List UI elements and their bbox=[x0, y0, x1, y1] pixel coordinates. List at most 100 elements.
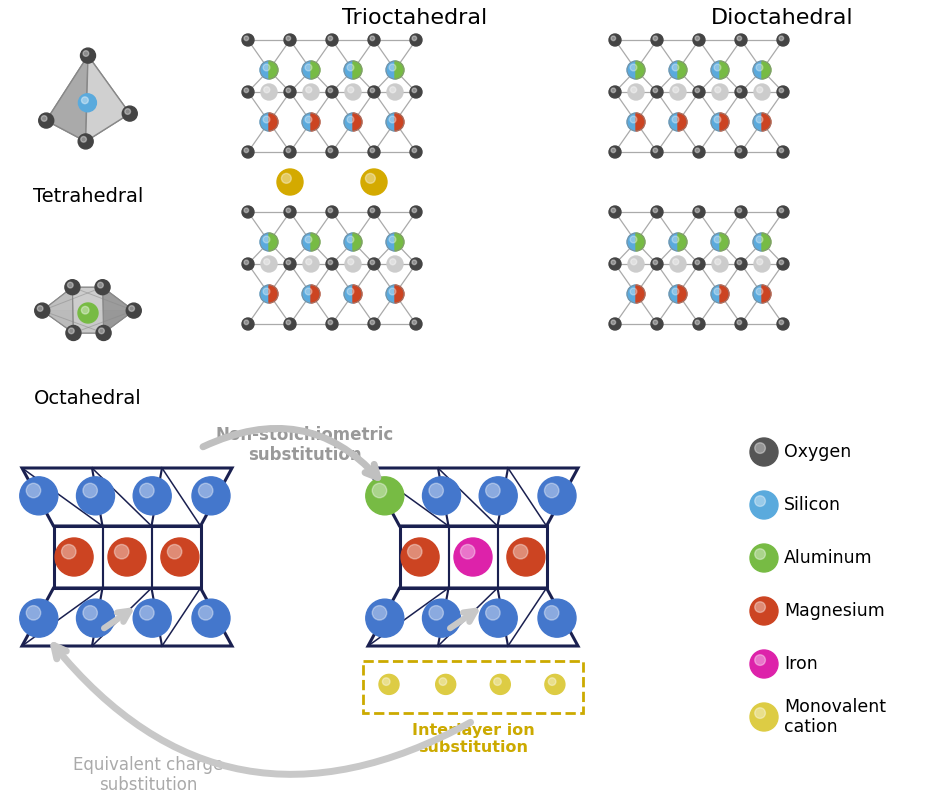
Circle shape bbox=[485, 606, 500, 620]
Wedge shape bbox=[669, 113, 678, 131]
Circle shape bbox=[370, 320, 374, 324]
Circle shape bbox=[412, 36, 417, 41]
Circle shape bbox=[284, 86, 296, 98]
Wedge shape bbox=[627, 61, 636, 79]
Circle shape bbox=[83, 50, 88, 56]
Wedge shape bbox=[395, 113, 404, 131]
Circle shape bbox=[735, 86, 747, 98]
Circle shape bbox=[328, 88, 332, 92]
Circle shape bbox=[347, 236, 354, 243]
Wedge shape bbox=[353, 233, 362, 251]
Wedge shape bbox=[269, 113, 278, 131]
Circle shape bbox=[95, 280, 110, 294]
Circle shape bbox=[693, 34, 705, 46]
Circle shape bbox=[777, 258, 789, 270]
Circle shape bbox=[347, 64, 354, 71]
Circle shape bbox=[242, 258, 254, 270]
Circle shape bbox=[39, 113, 54, 128]
Circle shape bbox=[305, 64, 312, 71]
Circle shape bbox=[372, 483, 387, 498]
Circle shape bbox=[750, 438, 778, 466]
Circle shape bbox=[286, 36, 291, 41]
Circle shape bbox=[609, 34, 621, 46]
Circle shape bbox=[735, 146, 747, 158]
Circle shape bbox=[114, 544, 129, 559]
Wedge shape bbox=[636, 61, 645, 79]
Wedge shape bbox=[386, 233, 395, 251]
Circle shape bbox=[123, 106, 137, 121]
Circle shape bbox=[653, 208, 657, 212]
Circle shape bbox=[284, 34, 296, 46]
Circle shape bbox=[242, 34, 254, 46]
Circle shape bbox=[328, 320, 332, 324]
Circle shape bbox=[27, 606, 41, 620]
Circle shape bbox=[62, 544, 76, 559]
Circle shape bbox=[609, 206, 621, 218]
Wedge shape bbox=[762, 61, 771, 79]
Circle shape bbox=[714, 116, 721, 123]
Circle shape bbox=[609, 318, 621, 330]
Circle shape bbox=[370, 148, 374, 152]
Circle shape bbox=[479, 599, 517, 637]
Wedge shape bbox=[260, 61, 269, 79]
Circle shape bbox=[412, 148, 417, 152]
Circle shape bbox=[348, 87, 353, 92]
Circle shape bbox=[630, 64, 636, 71]
Circle shape bbox=[631, 259, 637, 265]
Circle shape bbox=[672, 64, 679, 71]
Wedge shape bbox=[311, 285, 320, 303]
Wedge shape bbox=[353, 113, 362, 131]
Circle shape bbox=[737, 260, 742, 264]
Circle shape bbox=[754, 602, 766, 612]
Circle shape bbox=[390, 116, 396, 123]
Circle shape bbox=[263, 288, 270, 295]
Circle shape bbox=[611, 208, 616, 212]
Text: Silicon: Silicon bbox=[784, 496, 841, 514]
Circle shape bbox=[370, 208, 374, 212]
Wedge shape bbox=[260, 285, 269, 303]
Circle shape bbox=[777, 34, 789, 46]
Circle shape bbox=[651, 146, 663, 158]
Wedge shape bbox=[260, 113, 269, 131]
Circle shape bbox=[305, 288, 312, 295]
Wedge shape bbox=[311, 233, 320, 251]
Circle shape bbox=[366, 599, 404, 637]
Circle shape bbox=[410, 206, 422, 218]
Circle shape bbox=[429, 606, 444, 620]
Text: Tetrahedral: Tetrahedral bbox=[33, 187, 143, 205]
Circle shape bbox=[548, 678, 556, 685]
Circle shape bbox=[545, 675, 565, 694]
Circle shape bbox=[513, 544, 528, 559]
Wedge shape bbox=[260, 233, 269, 251]
Circle shape bbox=[244, 260, 249, 264]
Circle shape bbox=[368, 318, 380, 330]
Wedge shape bbox=[720, 113, 729, 131]
Circle shape bbox=[244, 148, 249, 152]
Wedge shape bbox=[395, 61, 404, 79]
Circle shape bbox=[693, 258, 705, 270]
Text: Oxygen: Oxygen bbox=[784, 443, 851, 461]
Wedge shape bbox=[344, 285, 353, 303]
Circle shape bbox=[611, 260, 616, 264]
Circle shape bbox=[490, 675, 510, 694]
Circle shape bbox=[653, 88, 657, 92]
Circle shape bbox=[20, 599, 58, 637]
Circle shape bbox=[714, 236, 721, 243]
Circle shape bbox=[286, 208, 291, 212]
Circle shape bbox=[754, 443, 766, 453]
Circle shape bbox=[609, 146, 621, 158]
Circle shape bbox=[83, 606, 98, 620]
Circle shape bbox=[326, 146, 338, 158]
Text: Non-stoichiometric
substitution: Non-stoichiometric substitution bbox=[216, 426, 394, 465]
Circle shape bbox=[281, 174, 292, 183]
Circle shape bbox=[693, 146, 705, 158]
Circle shape bbox=[714, 64, 721, 71]
Circle shape bbox=[410, 318, 422, 330]
Wedge shape bbox=[678, 233, 687, 251]
Circle shape bbox=[65, 280, 80, 294]
Circle shape bbox=[261, 256, 277, 272]
Circle shape bbox=[242, 318, 254, 330]
Circle shape bbox=[408, 544, 422, 559]
Text: Equivalent charge
substitution: Equivalent charge substitution bbox=[73, 756, 223, 795]
Circle shape bbox=[387, 256, 403, 272]
